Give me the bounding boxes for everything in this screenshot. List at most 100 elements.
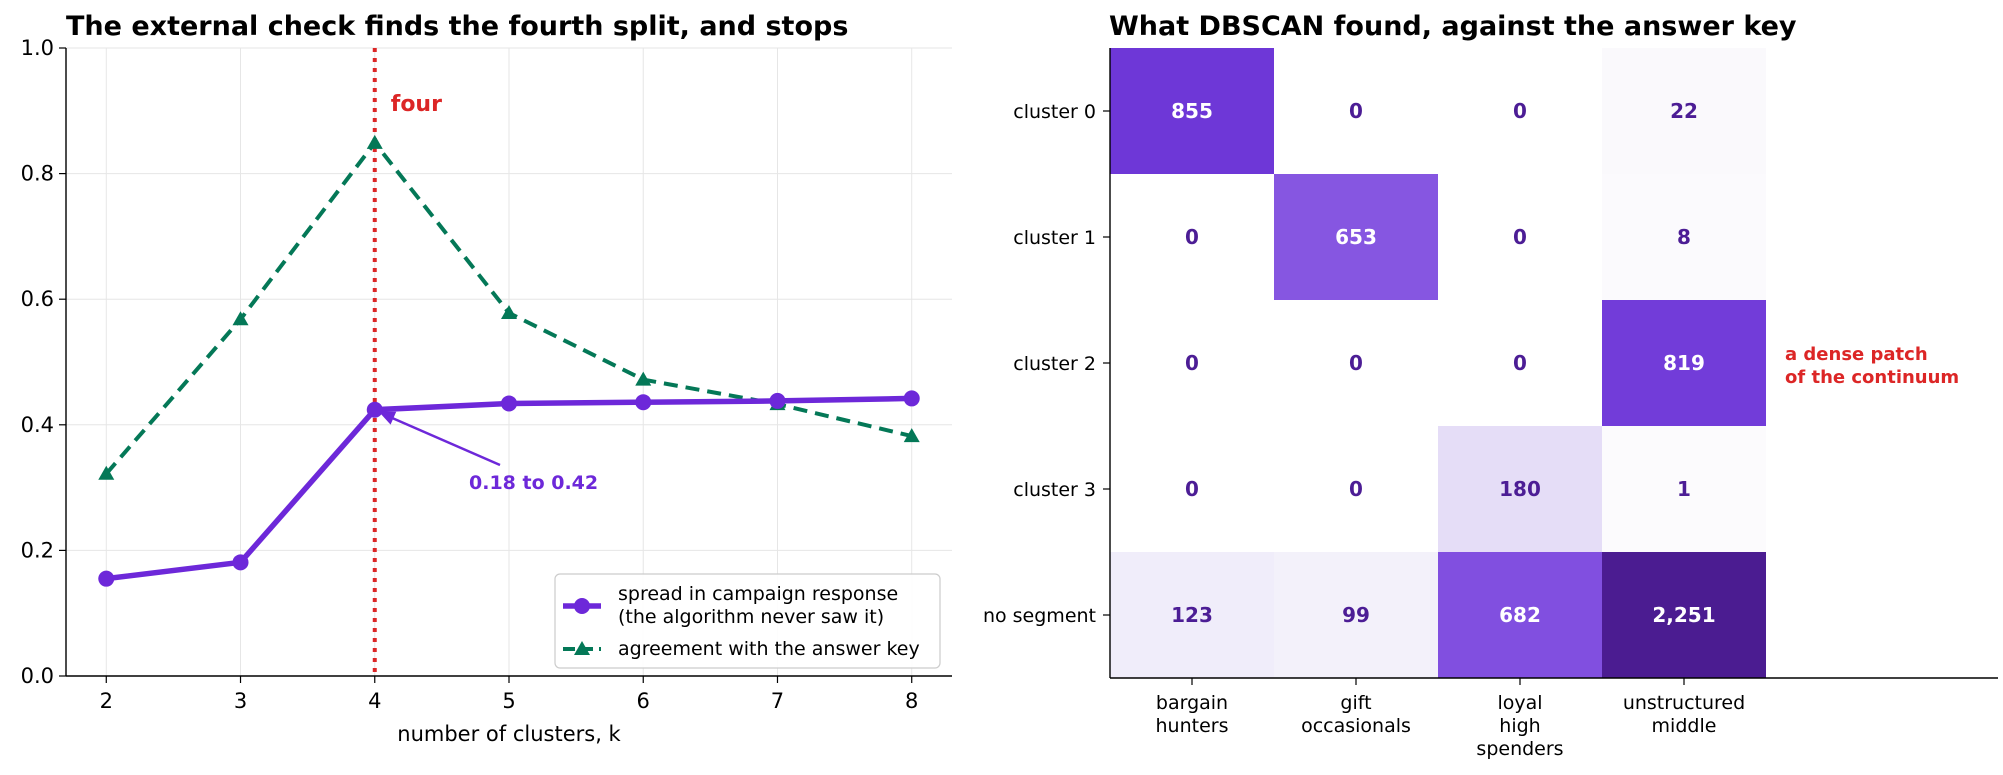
series-group <box>98 134 920 587</box>
heatmap-cell <box>1274 174 1438 300</box>
annotation-arrow <box>384 413 501 467</box>
y-tick-labels: 0.0 0.2 0.4 0.6 0.8 1.0 <box>21 36 54 688</box>
spread-point <box>903 390 920 407</box>
row-labels: cluster 0 cluster 1 cluster 2 cluster 3 no s… <box>983 101 1096 627</box>
row-label: cluster 3 <box>1013 479 1096 501</box>
heatmap-cell <box>1274 426 1438 552</box>
cell-value: 855 <box>1171 99 1213 123</box>
column-label: gift <box>1340 692 1371 714</box>
legend-box <box>554 573 941 669</box>
right-chart-title: What DBSCAN found, against the answer ke… <box>1109 11 1797 42</box>
heatmap-cell <box>1438 300 1602 426</box>
heatmap-cell <box>1438 174 1602 300</box>
annotation-label: 0.18 to 0.42 <box>469 472 598 494</box>
heatmap-cells: 855 0 0 22 0 653 0 8 0 0 0 819 0 0 180 1 123 99 682 2,251 <box>1110 48 1766 678</box>
cell-value: 0 <box>1185 477 1199 501</box>
legend-label-spread-line2: (the algorithm never saw it) <box>618 606 884 628</box>
column-label: hunters <box>1156 715 1229 737</box>
legend-marker-spread <box>574 598 590 614</box>
heatmap-panel: 855 0 0 22 0 653 0 8 0 0 0 819 0 0 180 1 123 99 682 2,251 c… <box>983 11 1998 760</box>
agreement-point <box>635 371 652 386</box>
cell-value: 0 <box>1513 99 1527 123</box>
column-label: occasionals <box>1301 715 1411 737</box>
legend: spread in campaign response(the algorith… <box>554 573 941 669</box>
heatmap-cell <box>1438 552 1602 678</box>
y-tick-label: 1.0 <box>21 36 54 60</box>
column-label: unstructured <box>1623 692 1745 714</box>
agreement-point <box>903 428 920 443</box>
heatmap-cell <box>1602 300 1766 426</box>
heatmap-cell <box>1438 48 1602 174</box>
cell-value: 0 <box>1185 351 1199 375</box>
vertical-marker: four <box>372 48 442 676</box>
cell-value: 653 <box>1335 225 1377 249</box>
row-label: no segment <box>983 605 1096 627</box>
cell-value: 0 <box>1513 351 1527 375</box>
column-label: spenders <box>1476 738 1563 760</box>
y-tick-label: 0.8 <box>21 162 54 186</box>
agreement-point <box>366 134 383 149</box>
x-tick-label: 5 <box>502 689 515 713</box>
x-tick-label: 2 <box>100 689 113 713</box>
agreement-point <box>232 311 249 326</box>
axes <box>59 47 952 683</box>
spread-point <box>98 570 115 587</box>
cell-value: 0 <box>1349 351 1363 375</box>
cell-value: 0 <box>1513 225 1527 249</box>
heatmap-cell <box>1602 426 1766 552</box>
x-tick-label: 7 <box>771 689 784 713</box>
agreement-point <box>501 305 517 320</box>
cell-value: 682 <box>1499 603 1541 627</box>
annotation-line1: a dense patch <box>1785 344 1928 365</box>
heatmap-cell <box>1602 48 1766 174</box>
column-label: high <box>1499 715 1540 737</box>
heatmap-cell <box>1110 300 1274 426</box>
heatmap-cell <box>1438 426 1602 552</box>
annotation-line2: of the continuum <box>1785 367 1959 388</box>
x-tick-label: 3 <box>234 689 247 713</box>
annotation-arrowhead <box>378 411 397 425</box>
x-axis-label: number of clusters, k <box>397 722 621 746</box>
row-label: cluster 0 <box>1013 101 1096 123</box>
heatmap-cell <box>1110 174 1274 300</box>
annotation-group: 0.18 to 0.42 <box>378 411 598 494</box>
heatmap-cell <box>1110 426 1274 552</box>
column-label: middle <box>1652 715 1717 737</box>
heatmap-cell <box>1602 552 1766 678</box>
column-label: loyal <box>1497 692 1542 714</box>
legend-label-spread-line1: spread in campaign response <box>618 583 898 605</box>
left-chart-title: The external check finds the fourth spli… <box>66 11 848 42</box>
cell-value: 123 <box>1171 603 1213 627</box>
cell-value: 0 <box>1185 225 1199 249</box>
heatmap-cell <box>1110 552 1274 678</box>
cell-value: 180 <box>1499 477 1541 501</box>
y-tick-label: 0.6 <box>21 287 54 311</box>
agreement-point <box>98 465 115 480</box>
x-tick-label: 6 <box>637 689 650 713</box>
spread-point <box>501 395 517 412</box>
legend-label-agreement: agreement with the answer key <box>618 638 920 660</box>
y-tick-label: 0.4 <box>21 413 54 437</box>
cell-value: 99 <box>1342 603 1370 627</box>
y-tick-label: 0.2 <box>21 538 54 562</box>
grid-lines <box>66 47 952 677</box>
heatmap-cell <box>1274 300 1438 426</box>
x-tick-label: 8 <box>905 689 918 713</box>
cell-value: 1 <box>1677 477 1691 501</box>
line-chart-panel: 2 3 4 5 6 7 8 0.0 0.2 0.4 0.6 0.8 1.0 four 0.18 to … <box>21 11 952 746</box>
spread-point <box>232 554 249 571</box>
heatmap-cell <box>1274 48 1438 174</box>
cell-value: 22 <box>1670 99 1698 123</box>
heatmap-cell <box>1602 174 1766 300</box>
heatmap-cell <box>1274 552 1438 678</box>
row-label: cluster 1 <box>1013 227 1096 249</box>
spread-point <box>635 394 652 411</box>
cell-value: 819 <box>1663 351 1705 375</box>
cell-value: 8 <box>1677 225 1691 249</box>
cell-value: 0 <box>1349 477 1363 501</box>
legend-marker-agreement <box>574 641 590 655</box>
row-label: cluster 2 <box>1013 353 1096 375</box>
